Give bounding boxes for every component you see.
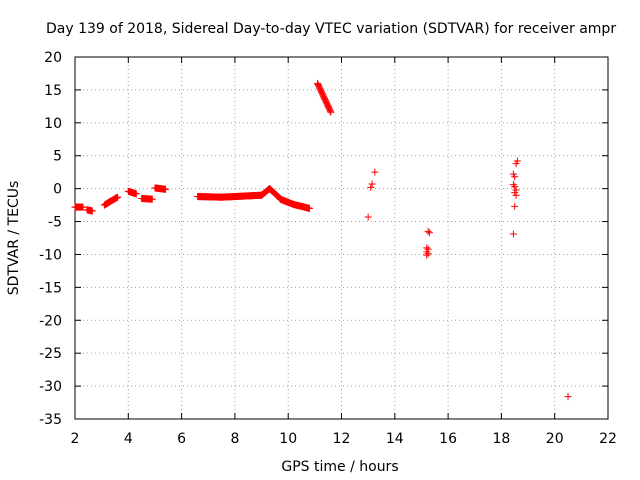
x-tick-label: 20 — [546, 431, 564, 447]
data-point-marker — [511, 173, 519, 181]
y-tick-label: -20 — [39, 313, 62, 329]
x-tick-label: 8 — [230, 431, 239, 447]
grid — [75, 57, 608, 419]
data-point-marker — [368, 180, 376, 188]
data-point-marker — [148, 195, 156, 203]
data-point-marker — [423, 251, 431, 259]
data-point-marker — [513, 157, 521, 165]
x-tick-label: 2 — [71, 431, 80, 447]
data-point-marker — [306, 204, 314, 212]
data-point-marker — [425, 229, 433, 237]
x-axis-label: GPS time / hours — [281, 459, 398, 475]
data-point-marker — [132, 190, 140, 198]
y-tick-label: -10 — [39, 247, 62, 263]
data-point-marker — [511, 183, 519, 191]
data-point-marker — [327, 108, 335, 116]
x-tick-label: 10 — [279, 431, 297, 447]
chart-title: Day 139 of 2018, Sidereal Day-to-day VTE… — [46, 21, 616, 37]
y-tick-label: 0 — [53, 182, 62, 198]
data-point-marker — [512, 191, 520, 199]
x-tick-label: 18 — [492, 431, 510, 447]
x-tick-label: 4 — [124, 431, 133, 447]
data-point-marker — [424, 227, 432, 235]
axis-ticks: 2 4 6 8 10 12 14 16 18 20 22 20 15 10 5 0 -5 -10 -15 -20 -25… — [39, 50, 617, 447]
y-tick-label: 10 — [44, 116, 62, 132]
data-series — [71, 79, 572, 401]
y-tick-label: 5 — [53, 149, 62, 165]
x-tick-label: 16 — [439, 431, 457, 447]
y-tick-label: 15 — [44, 83, 62, 99]
y-tick-label: -5 — [48, 215, 62, 231]
data-point-marker — [364, 213, 372, 221]
data-point-marker — [326, 107, 334, 115]
x-tick-label: 14 — [386, 431, 404, 447]
y-axis-label: SDTVAR / TECUs — [6, 181, 22, 296]
y-tick-label: -25 — [39, 346, 62, 362]
data-point-marker — [162, 185, 170, 193]
y-tick-label: 20 — [44, 50, 62, 66]
y-tick-label: -30 — [39, 379, 62, 395]
y-tick-label: -35 — [39, 412, 62, 428]
x-tick-label: 12 — [333, 431, 351, 447]
data-point-marker — [511, 202, 519, 210]
data-point-marker — [367, 183, 375, 191]
data-point-marker — [88, 207, 96, 215]
data-point-marker — [114, 193, 122, 201]
x-tick-label: 22 — [599, 431, 617, 447]
data-point-marker — [424, 250, 432, 258]
data-point-marker — [371, 168, 379, 176]
x-tick-label: 6 — [177, 431, 186, 447]
data-point-marker — [79, 203, 87, 211]
data-point-marker — [564, 393, 572, 401]
y-tick-label: -15 — [39, 280, 62, 296]
data-point-marker — [509, 230, 517, 238]
